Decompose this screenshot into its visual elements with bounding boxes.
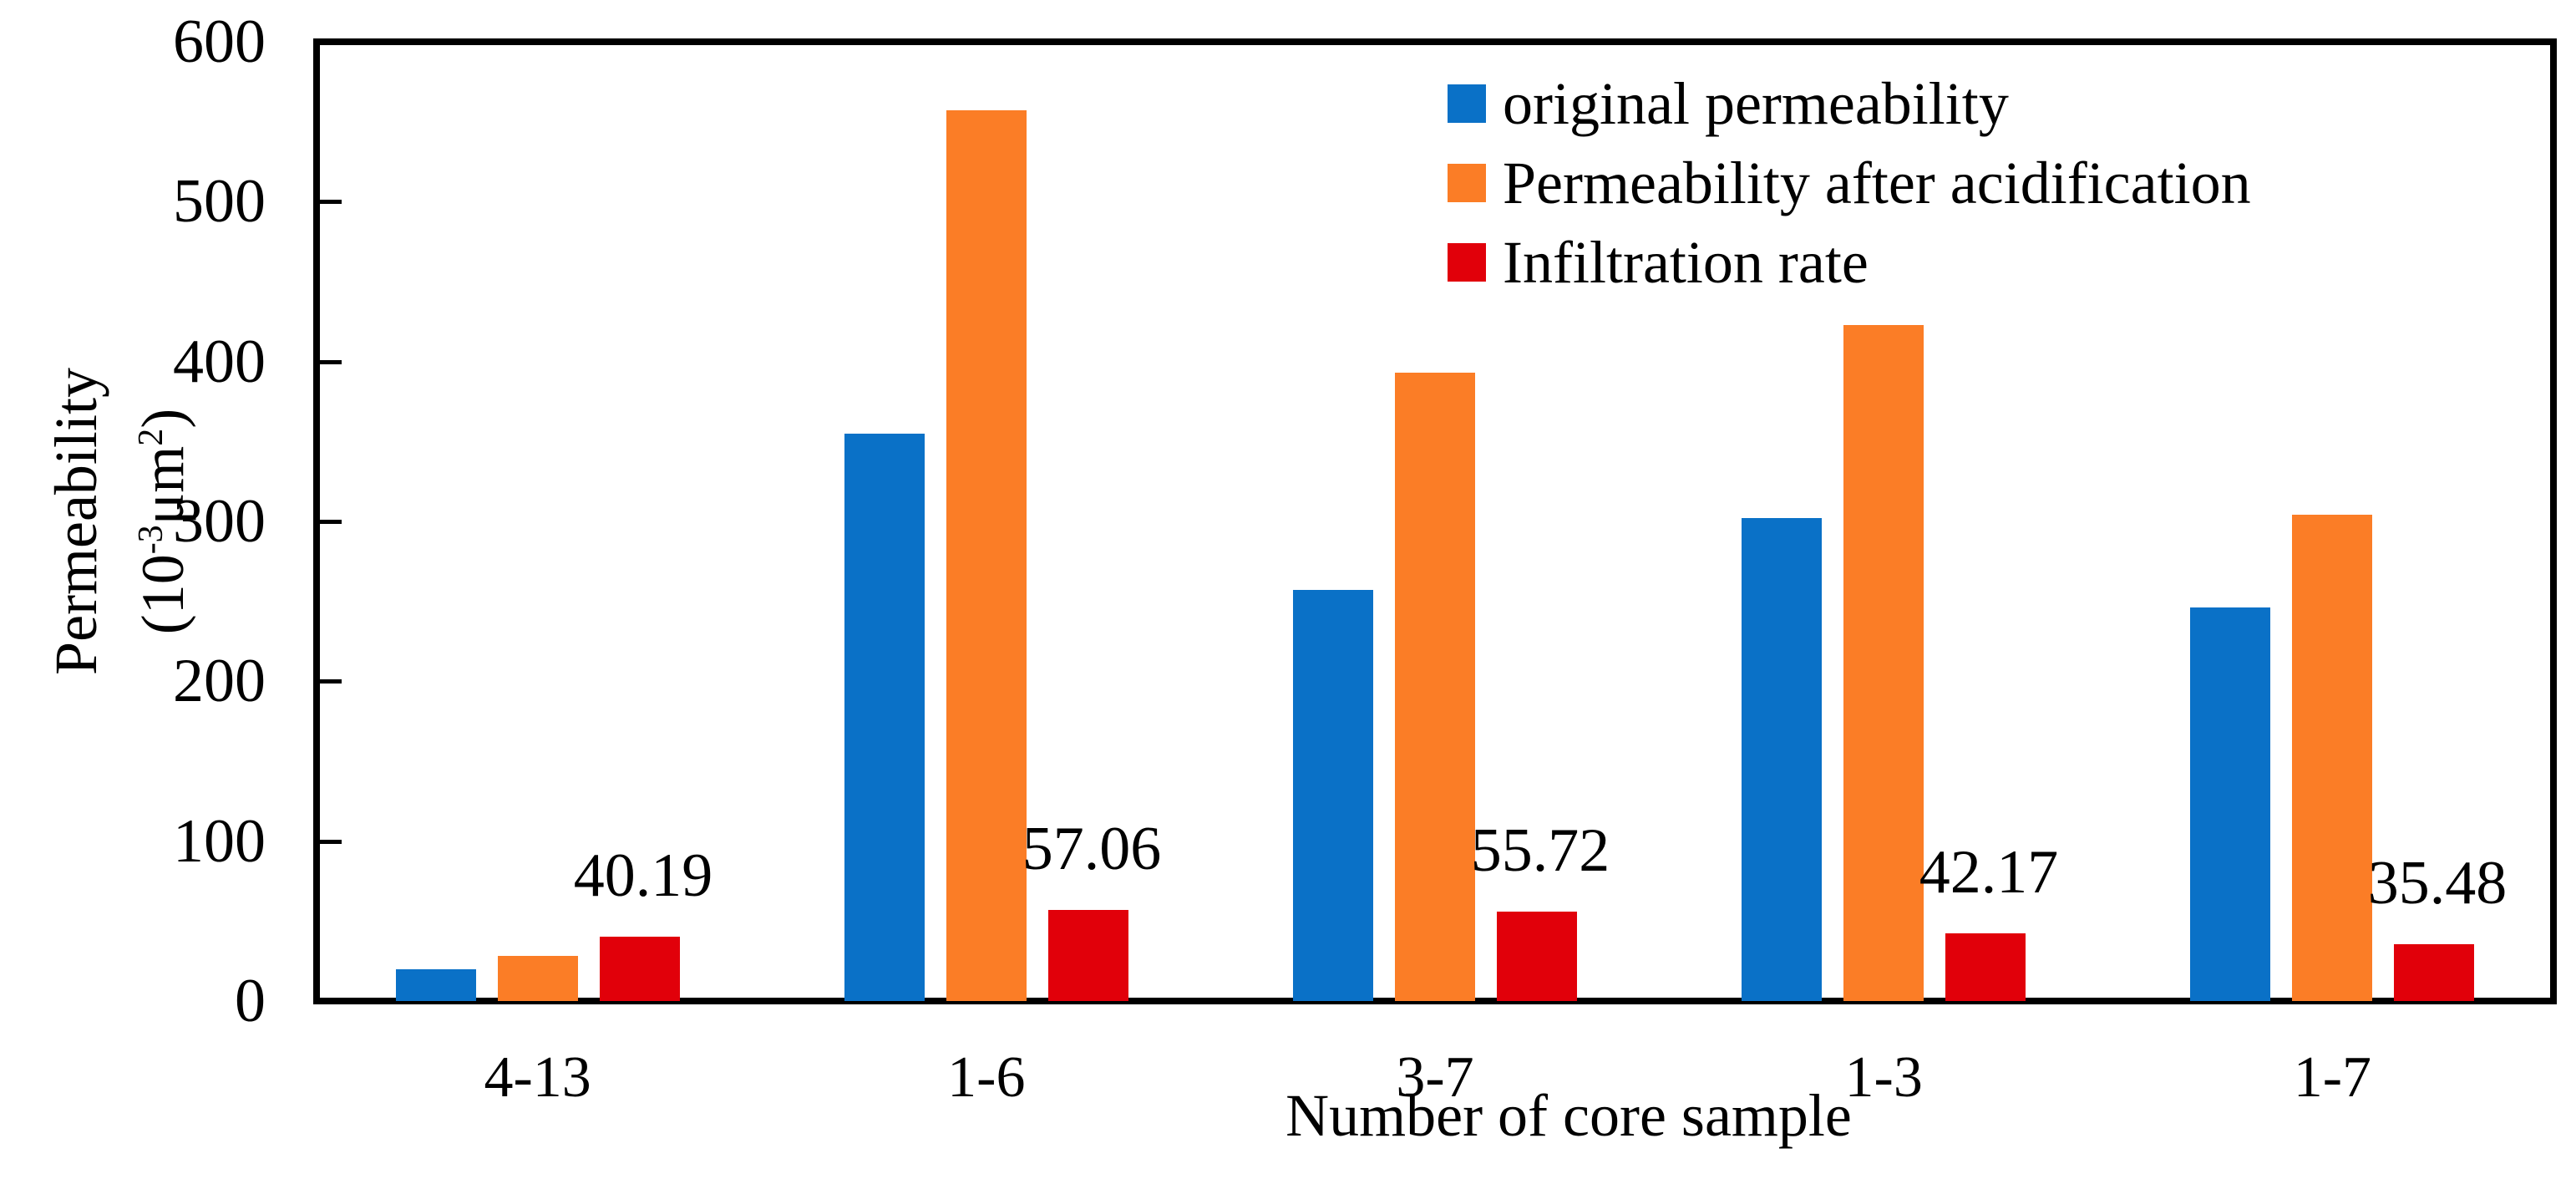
bar-series2-group5 bbox=[2292, 515, 2372, 1001]
legend-item: Permeability after acidification bbox=[1448, 143, 2251, 222]
legend-swatch-icon bbox=[1448, 163, 1486, 202]
legend-label: original permeability bbox=[1503, 69, 2009, 137]
legend-item: Infiltration rate bbox=[1448, 222, 2251, 302]
bar-series3-group5 bbox=[2394, 944, 2474, 1001]
data-label: 42.17 bbox=[1919, 838, 2059, 907]
data-label: 40.19 bbox=[573, 841, 713, 910]
data-label: 55.72 bbox=[1470, 816, 1610, 885]
bar-series3-group4 bbox=[1945, 933, 2026, 1001]
y-tick-mark bbox=[320, 839, 342, 844]
legend-label: Permeability after acidification bbox=[1503, 149, 2251, 216]
bar-series2-group2 bbox=[946, 110, 1027, 1001]
y-tick-mark bbox=[320, 359, 342, 364]
bar-series3-group1 bbox=[600, 937, 680, 1001]
legend-item: original permeability bbox=[1448, 64, 2251, 143]
legend-swatch-icon bbox=[1448, 84, 1486, 123]
bar-series1-group1 bbox=[396, 969, 476, 1001]
y-tick-label: 100 bbox=[173, 806, 266, 876]
y-tick-label: 200 bbox=[173, 647, 266, 716]
bar-series2-group3 bbox=[1395, 373, 1475, 1001]
y-tick-mark bbox=[320, 520, 342, 524]
bar-series2-group4 bbox=[1843, 325, 1924, 1001]
legend-label: Infiltration rate bbox=[1503, 228, 1869, 296]
bar-series2-group1 bbox=[498, 956, 578, 1001]
y-tick-label: 500 bbox=[173, 167, 266, 236]
y-unit-base: 10 bbox=[129, 554, 196, 615]
bar-series1-group5 bbox=[2190, 607, 2270, 1001]
legend: original permeability Permeability after … bbox=[1448, 64, 2251, 302]
y-unit-close-paren: ) bbox=[129, 408, 196, 429]
y-tick-mark bbox=[320, 679, 342, 684]
y-tick-mark bbox=[320, 200, 342, 205]
data-label: 35.48 bbox=[2367, 849, 2508, 917]
x-category-label: 3-7 bbox=[1396, 1045, 1474, 1110]
y-unit-squared: 2 bbox=[132, 428, 170, 446]
data-label: 57.06 bbox=[1022, 815, 1162, 883]
x-category-label: 1-6 bbox=[947, 1045, 1026, 1110]
legend-swatch-icon bbox=[1448, 242, 1486, 282]
x-category-label: 1-3 bbox=[1844, 1045, 1923, 1110]
y-unit-open-paren: ( bbox=[129, 614, 196, 635]
bar-series1-group3 bbox=[1293, 590, 1373, 1001]
bar-series1-group2 bbox=[844, 434, 925, 1001]
x-axis-title: Number of core sample bbox=[1285, 1082, 1852, 1149]
y-tick-label: 400 bbox=[173, 327, 266, 396]
x-category-label: 4-13 bbox=[484, 1045, 591, 1110]
bar-series3-group3 bbox=[1497, 912, 1577, 1001]
bar-series1-group4 bbox=[1742, 518, 1822, 1001]
bar-series3-group2 bbox=[1048, 910, 1128, 1001]
x-category-label: 1-7 bbox=[2293, 1045, 2372, 1110]
y-tick-label: 0 bbox=[235, 967, 266, 1035]
y-tick-label: 300 bbox=[173, 487, 266, 556]
y-tick-label: 600 bbox=[173, 8, 266, 76]
